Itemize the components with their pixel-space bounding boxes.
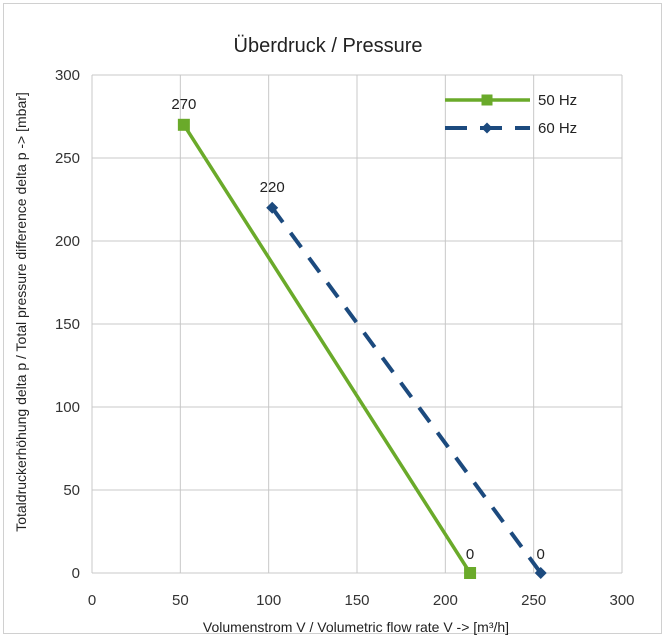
chart-frame — [3, 3, 662, 634]
data-label: 270 — [171, 96, 196, 113]
y-tick-label: 100 — [55, 399, 80, 416]
legend-marker-0 — [481, 94, 493, 106]
chart-title: Überdruck / Pressure — [234, 35, 423, 57]
y-tick-label: 250 — [55, 150, 80, 167]
series-markers — [177, 118, 547, 579]
data-point-marker — [266, 201, 279, 214]
x-tick-label: 200 — [433, 592, 458, 609]
grid-lines — [91, 74, 623, 574]
legend-label-1: 60 Hz — [538, 120, 577, 137]
y-tick-label: 0 — [72, 565, 80, 582]
data-label: 220 — [260, 179, 285, 196]
y-tick-label: 50 — [63, 482, 80, 499]
data-label: 0 — [466, 546, 474, 563]
y-tick-label: 200 — [55, 233, 80, 250]
y-tick-label: 300 — [55, 67, 80, 84]
data-point-marker — [464, 567, 477, 579]
y-tick-labels: 0 50 100 150 200 250 300 — [55, 67, 80, 582]
x-tick-label: 50 — [172, 592, 189, 609]
x-tick-label: 250 — [521, 592, 546, 609]
x-tick-label: 150 — [344, 592, 369, 609]
data-labels: 270 0 220 0 — [171, 96, 545, 563]
legend-label-0: 50 Hz — [538, 92, 577, 109]
data-point-marker — [177, 118, 190, 131]
series-lines — [182, 123, 543, 575]
series-line-0 — [182, 123, 472, 574]
data-point-marker — [534, 567, 547, 579]
series-line-1 — [270, 206, 543, 575]
legend: 50 Hz 60 Hz — [445, 92, 577, 137]
x-tick-labels: 0 50 100 150 200 250 300 — [88, 592, 635, 609]
x-axis-title: Volumenstrom V / Volumetric flow rate V … — [203, 619, 509, 635]
x-tick-label: 300 — [609, 592, 634, 609]
data-label: 0 — [537, 546, 545, 563]
y-tick-label: 150 — [55, 316, 80, 333]
x-tick-label: 100 — [256, 592, 281, 609]
legend-marker-1 — [481, 122, 493, 134]
y-axis-title: Totaldruckerhöhung delta p / Total press… — [13, 92, 29, 532]
x-tick-label: 0 — [88, 592, 96, 609]
